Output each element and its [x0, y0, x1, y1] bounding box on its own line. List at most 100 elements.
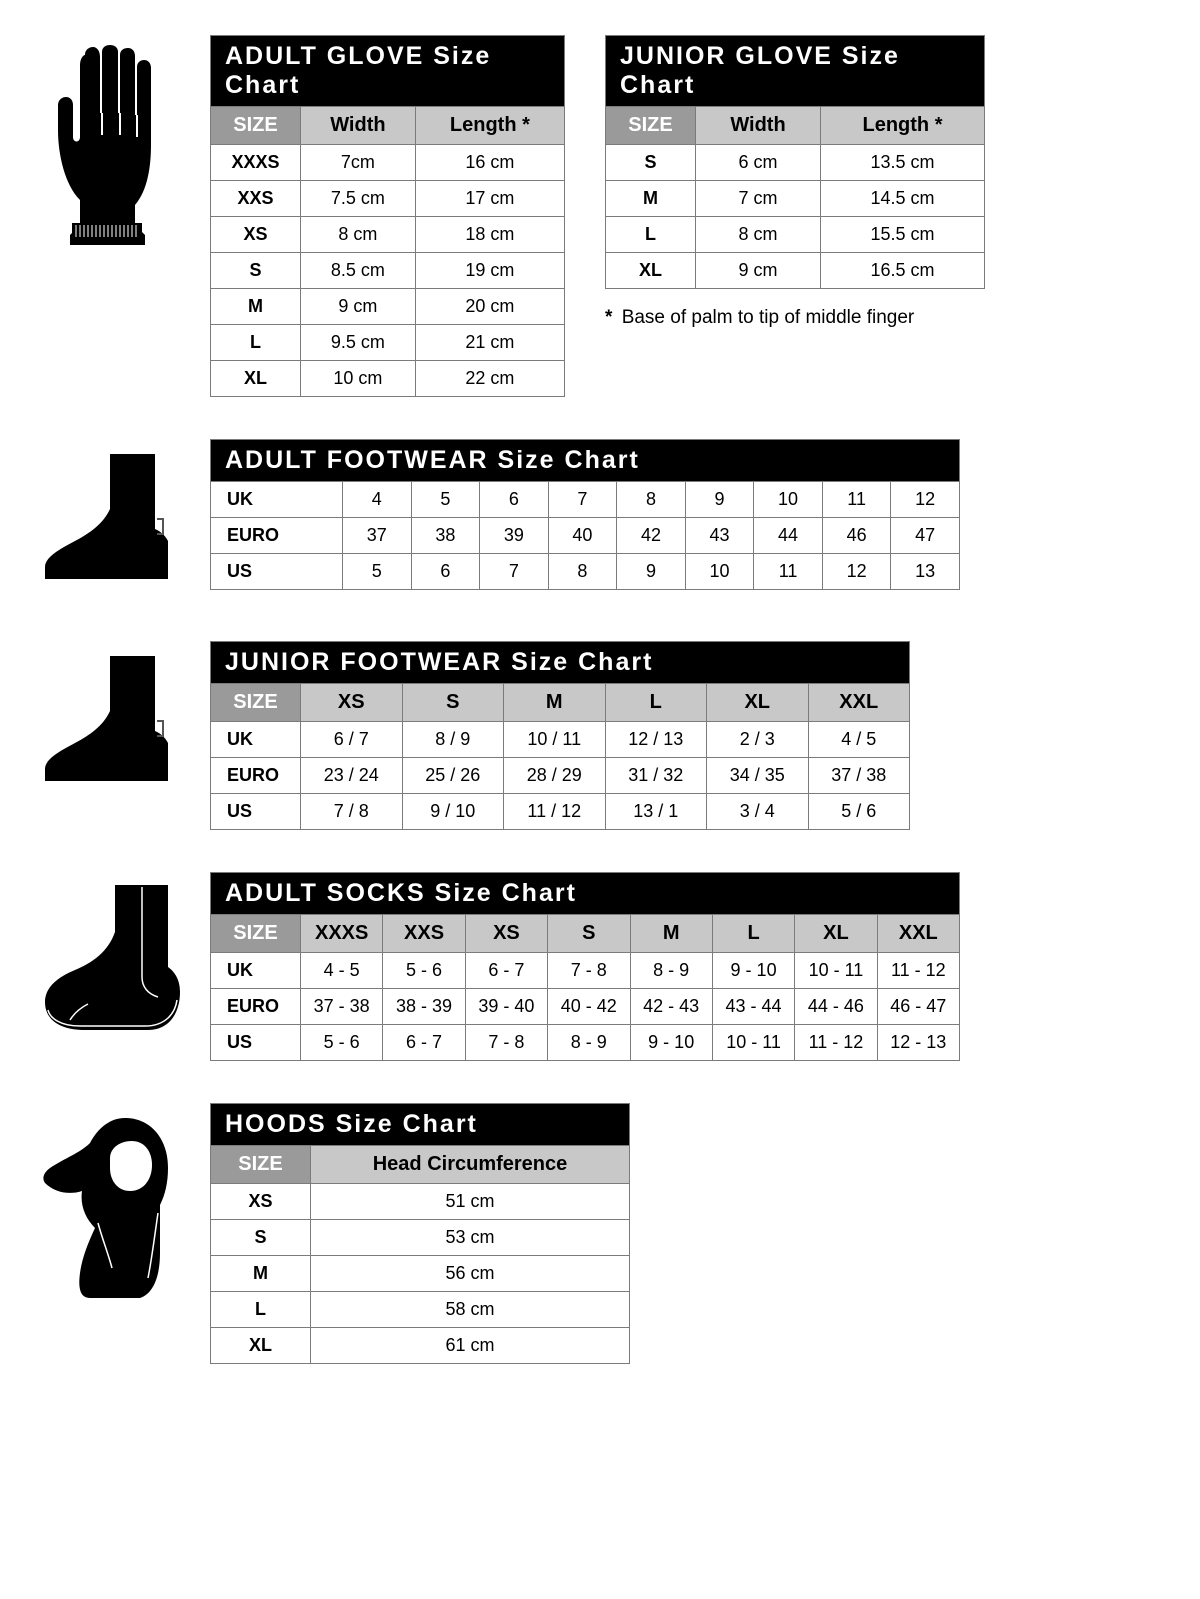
table-cell: XS — [211, 1184, 311, 1220]
table-cell: 19 cm — [415, 253, 564, 289]
table-cell: 38 — [411, 518, 480, 554]
table-cell: 11 — [822, 482, 891, 518]
junior-footwear-body: UK6 / 78 / 910 / 1112 / 132 / 34 / 5EURO… — [211, 722, 910, 830]
table-cell: 9 - 10 — [712, 953, 794, 989]
table-cell: 46 - 47 — [877, 989, 959, 1025]
table-cell: 10 — [685, 554, 754, 590]
table-cell: 37 — [343, 518, 412, 554]
junior-footwear-header-row: SIZEXSSMLXLXXL — [211, 684, 910, 722]
table-row: XS51 cm — [211, 1184, 630, 1220]
table-cell: 10 cm — [301, 361, 416, 397]
table-cell: 9 cm — [696, 253, 821, 289]
table-cell: M — [211, 289, 301, 325]
adult-footwear-table: ADULT FOOTWEAR Size Chart UK456789101112… — [210, 439, 960, 590]
table-cell: XL — [211, 1328, 311, 1364]
table-cell: 3 / 4 — [707, 794, 809, 830]
footnote: * Base of palm to tip of middle finger — [605, 307, 985, 329]
adult-socks-title: ADULT SOCKS Size Chart — [211, 873, 960, 915]
table-cell: 13 / 1 — [605, 794, 707, 830]
table-cell: 44 — [754, 518, 823, 554]
table-header: M — [630, 915, 712, 953]
table-row: US5 - 66 - 77 - 88 - 99 - 1010 - 1111 - … — [211, 1025, 960, 1061]
table-cell: 11 / 12 — [504, 794, 606, 830]
table-cell: 37 / 38 — [808, 758, 910, 794]
table-cell: 6 — [480, 482, 549, 518]
table-header: XXL — [877, 915, 959, 953]
table-row: EURO373839404243444647 — [211, 518, 960, 554]
table-row: UK4 - 55 - 66 - 77 - 88 - 99 - 1010 - 11… — [211, 953, 960, 989]
table-row: M7 cm14.5 cm — [606, 181, 985, 217]
table-cell: 31 / 32 — [605, 758, 707, 794]
junior-footwear-title: JUNIOR FOOTWEAR Size Chart — [211, 642, 910, 684]
table-cell: US — [211, 1025, 301, 1061]
table-cell: 6 - 7 — [465, 953, 547, 989]
table-cell: US — [211, 554, 343, 590]
adult-glove-body: XXXS7cm16 cmXXS7.5 cm17 cmXS8 cm18 cmS8.… — [211, 145, 565, 397]
table-cell: 34 / 35 — [707, 758, 809, 794]
table-cell: 7 / 8 — [301, 794, 403, 830]
table-cell: 20 cm — [415, 289, 564, 325]
table-header: L — [712, 915, 794, 953]
table-cell: 9 — [617, 554, 686, 590]
table-row: XL9 cm16.5 cm — [606, 253, 985, 289]
table-cell: 4 / 5 — [808, 722, 910, 758]
table-cell: 46 — [822, 518, 891, 554]
table-cell: 7 — [548, 482, 617, 518]
table-row: US5678910111213 — [211, 554, 960, 590]
table-cell: EURO — [211, 758, 301, 794]
table-header: Head Circumference — [311, 1146, 630, 1184]
adult-glove-table: ADULT GLOVE Size Chart SIZE Width Length… — [210, 35, 565, 397]
junior-glove-body: S6 cm13.5 cmM7 cm14.5 cmL8 cm15.5 cmXL9 … — [606, 145, 985, 289]
table-cell: 10 - 11 — [712, 1025, 794, 1061]
adult-socks-section: ADULT SOCKS Size Chart SIZEXXXSXXSXSSMLX… — [40, 872, 1160, 1061]
table-cell: 12 / 13 — [605, 722, 707, 758]
table-cell: 10 / 11 — [504, 722, 606, 758]
adult-footwear-body: UK456789101112EURO373839404243444647US56… — [211, 482, 960, 590]
table-header: L — [605, 684, 707, 722]
table-cell: 37 - 38 — [301, 989, 383, 1025]
table-row: UK456789101112 — [211, 482, 960, 518]
table-cell: 39 - 40 — [465, 989, 547, 1025]
table-cell: 5 — [343, 554, 412, 590]
table-header: Length * — [821, 107, 985, 145]
adult-socks-table: ADULT SOCKS Size Chart SIZEXXXSXXSXSSMLX… — [210, 872, 960, 1061]
table-row: XXS7.5 cm17 cm — [211, 181, 565, 217]
table-header: XXXS — [301, 915, 383, 953]
table-cell: 9 - 10 — [630, 1025, 712, 1061]
table-cell: 15.5 cm — [821, 217, 985, 253]
table-cell: 43 — [685, 518, 754, 554]
hoods-table: HOODS Size Chart SIZE Head Circumference… — [210, 1103, 630, 1364]
table-row: EURO37 - 3838 - 3939 - 4040 - 4242 - 434… — [211, 989, 960, 1025]
table-cell: 56 cm — [311, 1256, 630, 1292]
table-cell: 6 / 7 — [301, 722, 403, 758]
table-cell: 7 - 8 — [548, 953, 630, 989]
table-cell: 10 — [754, 482, 823, 518]
hood-icon — [40, 1103, 210, 1303]
table-row: S53 cm — [211, 1220, 630, 1256]
table-cell: M — [606, 181, 696, 217]
table-cell: XXS — [211, 181, 301, 217]
table-cell: 6 - 7 — [383, 1025, 465, 1061]
table-cell: 5 / 6 — [808, 794, 910, 830]
table-cell: 8 cm — [696, 217, 821, 253]
table-header: SIZE — [606, 107, 696, 145]
table-cell: L — [211, 325, 301, 361]
table-cell: 11 - 12 — [877, 953, 959, 989]
glove-icon — [40, 35, 210, 245]
table-cell: 4 — [343, 482, 412, 518]
table-cell: 11 — [754, 554, 823, 590]
table-cell: S — [606, 145, 696, 181]
adult-socks-body: UK4 - 55 - 66 - 77 - 88 - 99 - 1010 - 11… — [211, 953, 960, 1061]
table-cell: 7 cm — [696, 181, 821, 217]
table-header: Length * — [415, 107, 564, 145]
table-header: XS — [465, 915, 547, 953]
boot-icon — [40, 641, 210, 801]
table-row: XXXS7cm16 cm — [211, 145, 565, 181]
hoods-title: HOODS Size Chart — [211, 1104, 630, 1146]
table-cell: 8 - 9 — [630, 953, 712, 989]
table-cell: 10 - 11 — [795, 953, 877, 989]
table-cell: L — [211, 1292, 311, 1328]
table-cell: 40 — [548, 518, 617, 554]
table-cell: 4 - 5 — [301, 953, 383, 989]
table-cell: 18 cm — [415, 217, 564, 253]
